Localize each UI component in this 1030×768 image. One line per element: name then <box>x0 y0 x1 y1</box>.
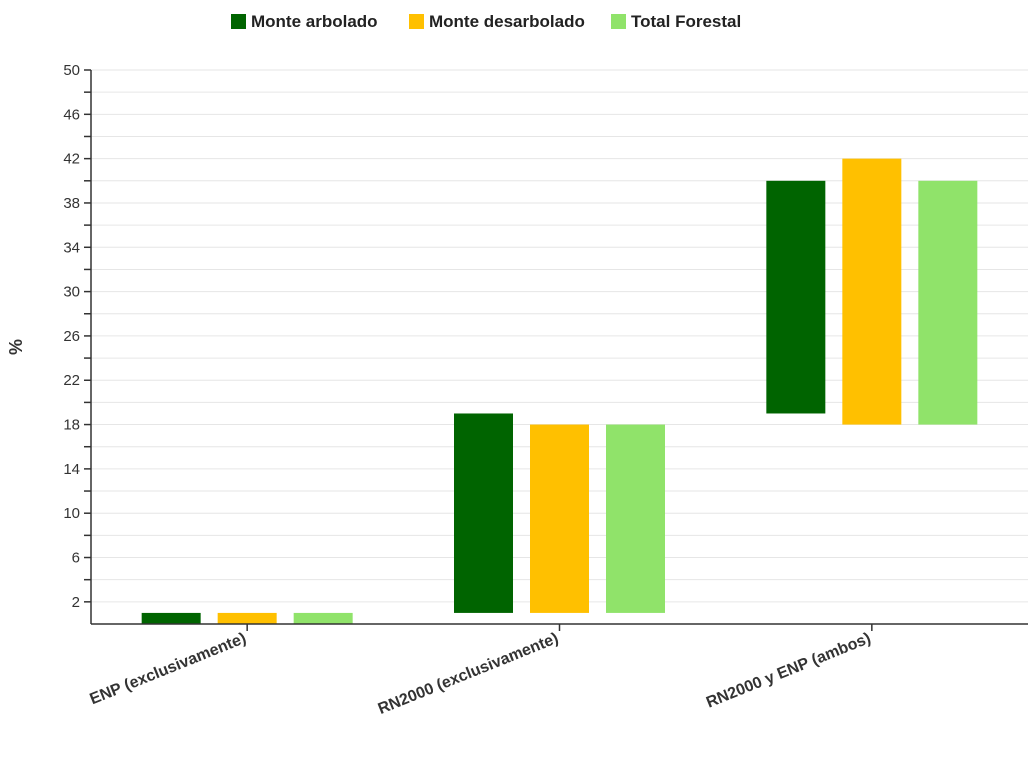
bar <box>454 413 513 613</box>
legend-label: Monte desarbolado <box>429 12 585 31</box>
y-tick-label: 42 <box>63 151 80 168</box>
legend-label: Monte arbolado <box>251 12 378 31</box>
legend: Monte arbolado Monte desarbolado Total For… <box>231 12 741 31</box>
legend-swatch <box>231 14 246 29</box>
bars <box>141 158 978 624</box>
x-tick-label: RN2000 y ENP (ambos) <box>704 630 873 712</box>
legend-label: Total Forestal <box>631 12 741 31</box>
y-tick-label: 18 <box>63 417 80 434</box>
legend-swatch <box>409 14 424 29</box>
bar <box>606 424 665 613</box>
y-tick-label: 2 <box>72 594 80 611</box>
x-tick-label: RN2000 (exclusivamente) <box>376 630 561 718</box>
bar <box>293 612 353 624</box>
bar <box>918 180 978 425</box>
y-axis-label: % <box>6 339 26 355</box>
y-tick-label: 30 <box>63 284 80 301</box>
y-tick-label: 26 <box>63 328 80 345</box>
bar <box>766 180 826 414</box>
bar <box>141 612 201 624</box>
y-tick-label: 34 <box>63 239 80 256</box>
bar <box>530 424 589 613</box>
bar <box>217 612 277 624</box>
y-tick-label: 38 <box>63 195 80 212</box>
y-tick-label: 46 <box>63 106 80 123</box>
y-tick-label: 14 <box>63 461 80 478</box>
bar <box>842 158 902 425</box>
y-tick-label: 50 <box>63 62 80 79</box>
y-tick-label: 6 <box>72 550 80 567</box>
legend-swatch <box>611 14 626 29</box>
x-tick-label: ENP (exclusivamente) <box>88 630 249 708</box>
x-axis-ticks: ENP (exclusivamente) RN2000 (exclusivamen… <box>88 624 873 718</box>
y-tick-label: 10 <box>63 505 80 522</box>
y-tick-label: 22 <box>63 372 80 389</box>
